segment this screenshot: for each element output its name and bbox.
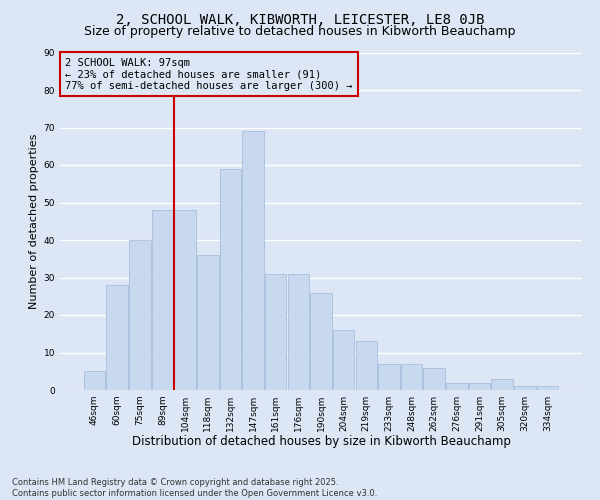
Bar (378, 364, 400, 390)
Bar (106, 285, 128, 390)
Bar (514, 386, 536, 390)
Y-axis label: Number of detached properties: Number of detached properties (29, 134, 40, 309)
Bar (152, 210, 173, 390)
X-axis label: Distribution of detached houses by size in Kibworth Beauchamp: Distribution of detached houses by size … (131, 436, 511, 448)
Bar (491, 379, 513, 390)
Text: 2, SCHOOL WALK, KIBWORTH, LEICESTER, LE8 0JB: 2, SCHOOL WALK, KIBWORTH, LEICESTER, LE8… (116, 12, 484, 26)
Bar (265, 274, 286, 390)
Bar (401, 364, 422, 390)
Bar (424, 368, 445, 390)
Bar (84, 371, 105, 390)
Bar (333, 330, 355, 390)
Bar (175, 210, 196, 390)
Bar (446, 382, 467, 390)
Bar (242, 131, 264, 390)
Bar (356, 341, 377, 390)
Text: 2 SCHOOL WALK: 97sqm
← 23% of detached houses are smaller (91)
77% of semi-detac: 2 SCHOOL WALK: 97sqm ← 23% of detached h… (65, 58, 353, 91)
Bar (287, 274, 309, 390)
Bar (310, 292, 332, 390)
Text: Size of property relative to detached houses in Kibworth Beauchamp: Size of property relative to detached ho… (84, 25, 516, 38)
Bar (197, 255, 218, 390)
Bar (129, 240, 151, 390)
Text: Contains HM Land Registry data © Crown copyright and database right 2025.
Contai: Contains HM Land Registry data © Crown c… (12, 478, 377, 498)
Bar (469, 382, 490, 390)
Bar (537, 386, 558, 390)
Bar (220, 169, 241, 390)
